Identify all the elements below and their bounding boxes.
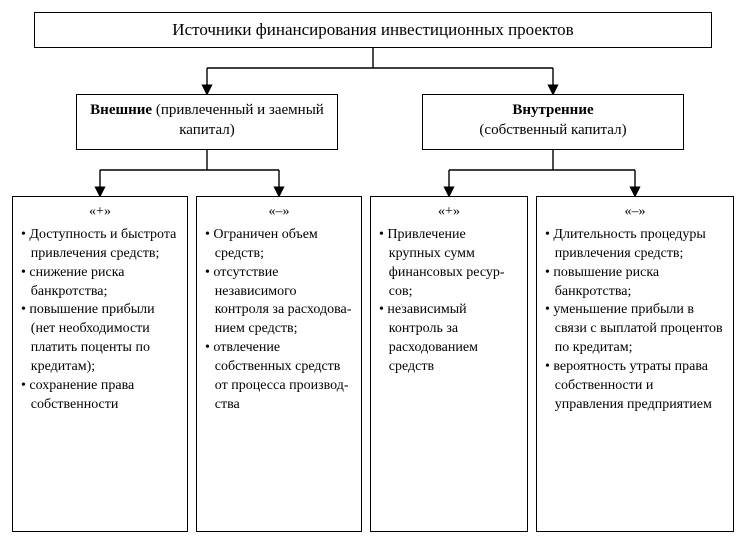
leaf-items: Доступность и быстрота при­влечения сред… xyxy=(21,226,179,415)
category-internal-bold: Внутренние xyxy=(512,102,593,118)
list-item: отвлечение собственных средств от про­це… xyxy=(205,339,353,415)
list-item: снижение риска банкротства; xyxy=(21,264,179,302)
list-item: Доступность и быстрота при­влечения сред… xyxy=(21,226,179,264)
leaf-header: «+» xyxy=(21,203,179,222)
list-item: Ограничен объем средств; xyxy=(205,226,353,264)
category-internal: Внутренние (собственный капитал) xyxy=(422,94,684,150)
root-node: Источники финансирования инвестиционных … xyxy=(34,12,712,48)
list-item: уменьшение прибыли в связи с выплатой пр… xyxy=(545,301,725,358)
root-title: Источники финансирования инвестиционных … xyxy=(172,20,573,39)
category-external-rest: (привлеченный и заемный капитал) xyxy=(152,102,324,138)
list-item: Длительность про­цедуры привлечения сред… xyxy=(545,226,725,264)
list-item: повышение при­были (нет необхо­димости п… xyxy=(21,301,179,377)
list-item: независи­мый контроль за расходова­нием … xyxy=(379,301,519,377)
category-internal-rest: (собственный капитал) xyxy=(479,122,626,138)
leaf-external-minus: «–» Ограничен объем средств; отсутствие … xyxy=(196,196,362,532)
category-external: Внешние (привлеченный и заемный капитал) xyxy=(76,94,338,150)
leaf-external-plus: «+» Доступность и быстрота при­влечения … xyxy=(12,196,188,532)
leaf-header: «–» xyxy=(205,203,353,222)
list-item: Привлече­ние крупных сумм финан­совых ре… xyxy=(379,226,519,302)
leaf-items: Длительность про­цедуры привлечения сред… xyxy=(545,226,725,415)
leaf-internal-minus: «–» Длительность про­цедуры привлечения … xyxy=(536,196,734,532)
list-item: отсутствие независимого контроля за расх… xyxy=(205,264,353,340)
leaf-header: «–» xyxy=(545,203,725,222)
leaf-header: «+» xyxy=(379,203,519,222)
leaf-items: Привлече­ние крупных сумм финан­совых ре… xyxy=(379,226,519,377)
list-item: сохранение права собственности xyxy=(21,377,179,415)
leaf-items: Ограничен объем средств; отсутствие неза… xyxy=(205,226,353,415)
list-item: повышение риска банкротства; xyxy=(545,264,725,302)
leaf-internal-plus: «+» Привлече­ние крупных сумм финан­совы… xyxy=(370,196,528,532)
category-external-bold: Внешние xyxy=(90,102,152,118)
list-item: вероятность утраты права собственности и… xyxy=(545,358,725,415)
